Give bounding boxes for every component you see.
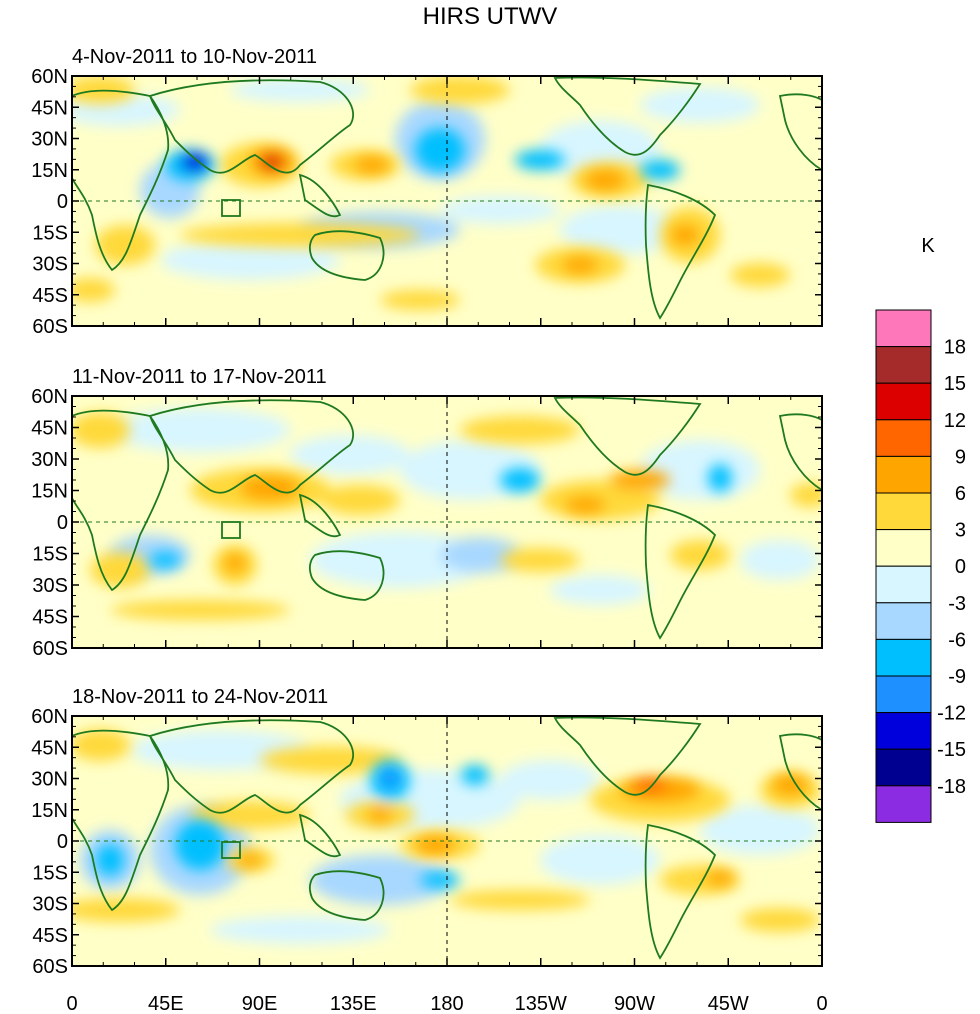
lat-tick-label: 45N <box>31 737 68 759</box>
lat-tick-label: 60S <box>32 638 68 660</box>
colorbar-tick-label: -12 <box>937 703 966 725</box>
colorbar-box <box>875 602 932 640</box>
colorbar-tick-label: -6 <box>948 629 966 651</box>
lat-tick-label: 30S <box>32 254 68 276</box>
map-panel-1: 4-Nov-2011 to 10-Nov-2011 <box>71 46 823 327</box>
lat-tick-label: 45S <box>32 607 68 629</box>
lat-tick-label: 15S <box>32 222 68 244</box>
lat-tick-label: 15N <box>31 481 68 503</box>
panel-3-date-label: 18-Nov-2011 to 24-Nov-2011 <box>72 686 328 708</box>
colorbar-tick-label: 6 <box>955 483 966 505</box>
map-panel-3: 18-Nov-2011 to 24-Nov-2011 <box>71 686 823 967</box>
lat-tick-label: 45S <box>32 925 68 947</box>
lat-tick-label: 15S <box>32 862 68 884</box>
lat-tick-label: 60N <box>31 706 68 728</box>
lat-tick-label: 15N <box>31 160 68 182</box>
colorbar-box <box>875 748 932 787</box>
lat-tick-label: 30S <box>32 894 68 916</box>
colorbar-box <box>875 382 932 421</box>
lon-tick-label: 90W <box>614 993 655 1014</box>
lon-tick-label: 0 <box>66 993 77 1014</box>
colorbar-box <box>875 492 932 531</box>
colorbar-tick-label: 18 <box>944 337 966 359</box>
figure-title: HIRS UTWV <box>423 3 558 30</box>
colorbar-tick-label: -15 <box>937 739 966 761</box>
colorbar-box <box>875 529 932 567</box>
colorbar-tick-label: 9 <box>955 446 966 468</box>
continents-2 <box>72 396 822 640</box>
lat-tick-label: 45N <box>31 418 68 440</box>
axis-ticks: 60N 45N 30N 15N 0 15S 30S 45S 60S 60N 45N 30N 15N 0 15… <box>31 66 827 1014</box>
colorbar-box <box>875 785 932 823</box>
lat-tick-label: 15S <box>32 544 68 566</box>
continents-3 <box>72 716 822 960</box>
colorbar-box <box>875 712 932 750</box>
lat-tick-label: 0 <box>57 831 68 853</box>
colorbar-box <box>875 638 932 677</box>
colorbar-tick-label: 3 <box>955 520 966 542</box>
colorbar-box <box>875 675 932 714</box>
lon-tick-label: 45E <box>148 993 184 1014</box>
colorbar-tick-label: -9 <box>948 666 966 688</box>
map-panel-2: 11-Nov-2011 to 17-Nov-2011 <box>71 366 823 649</box>
lat-tick-label: 0 <box>57 191 68 213</box>
lon-tick-label: 180 <box>430 993 463 1014</box>
lon-tick-label: 135W <box>515 993 567 1014</box>
colorbar-tick-label: -3 <box>948 593 966 615</box>
lat-tick-label: 60N <box>31 386 68 408</box>
lon-tick-label: 45W <box>708 993 749 1014</box>
continents-1 <box>72 76 822 320</box>
colorbar-tick-label: 0 <box>955 556 966 578</box>
colorbar-box <box>875 565 932 604</box>
colorbar-box <box>875 346 932 384</box>
colorbar-unit-label: K <box>921 235 935 257</box>
panel-1-date-label: 4-Nov-2011 to 10-Nov-2011 <box>72 46 317 68</box>
panel-2-date-label: 11-Nov-2011 to 17-Nov-2011 <box>72 366 327 388</box>
lat-tick-label: 30N <box>31 129 68 151</box>
colorbar: K 18 15 12 9 6 3 0 -3 -6 -9 -12 -15 -18 <box>875 235 966 823</box>
lat-tick-label: 60S <box>32 316 68 338</box>
lon-tick-label: 90E <box>242 993 278 1014</box>
lon-tick-label: 135E <box>330 993 377 1014</box>
lat-tick-label: 30N <box>31 769 68 791</box>
colorbar-box <box>875 419 932 457</box>
colorbar-tick-label: 12 <box>944 410 966 432</box>
lat-tick-label: 15N <box>31 800 68 822</box>
lat-tick-label: 60S <box>32 956 68 978</box>
lon-tick-label: 0 <box>816 993 827 1014</box>
lat-tick-label: 60N <box>31 66 68 88</box>
colorbar-box <box>875 309 932 348</box>
colorbar-box <box>875 455 932 494</box>
lat-tick-label: 45N <box>31 97 68 119</box>
lat-tick-label: 0 <box>57 512 68 534</box>
colorbar-tick-label: -18 <box>937 776 966 798</box>
colorbar-boxes: 18 15 12 9 6 3 0 -3 -6 -9 -12 -15 -18 <box>875 309 966 823</box>
colorbar-tick-label: 15 <box>944 373 966 395</box>
lat-tick-label: 30N <box>31 449 68 471</box>
lat-tick-label: 45S <box>32 285 68 307</box>
lat-tick-label: 30S <box>32 575 68 597</box>
